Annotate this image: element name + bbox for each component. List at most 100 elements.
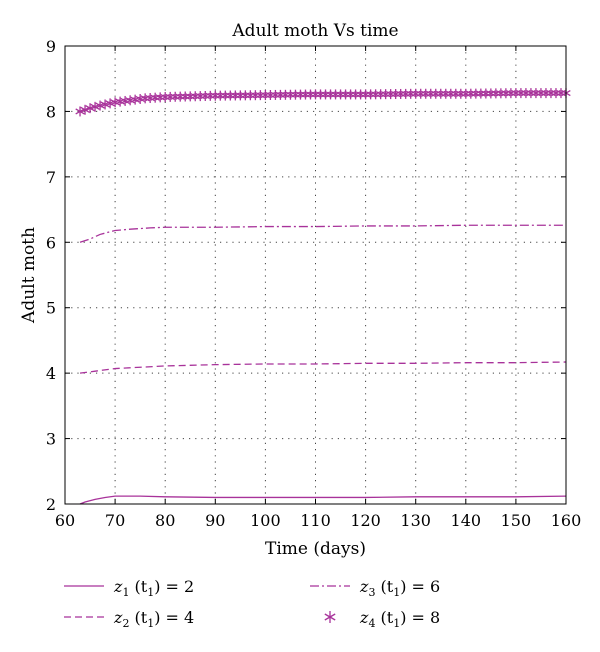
- series-4-point: [220, 90, 230, 101]
- y-tick-label: 7: [46, 168, 56, 187]
- series-4-point: [250, 90, 261, 101]
- series-4-point: [375, 89, 386, 100]
- x-tick-label: 120: [350, 511, 381, 530]
- y-tick-label: 9: [46, 37, 56, 56]
- series-4-point: [541, 88, 551, 99]
- series-4-point: [551, 88, 561, 99]
- series-4-point: [350, 89, 361, 100]
- series-4-point: [481, 88, 491, 99]
- series-4-point: [75, 106, 85, 117]
- x-axis-label: Time (days): [265, 539, 366, 559]
- legend-item: z1 (t1) = 2: [64, 577, 194, 599]
- series-4-point: [265, 90, 276, 101]
- series-4-point: [501, 88, 511, 99]
- series-4-point: [506, 88, 516, 99]
- series-4-point: [260, 90, 271, 101]
- legend-item: z4 (t1) = 8: [324, 608, 440, 630]
- series-4-point: [310, 89, 321, 100]
- series-4-point: [451, 88, 461, 99]
- series-4-point: [360, 89, 371, 100]
- series-4-point: [195, 91, 205, 102]
- x-tick-label: 60: [55, 511, 75, 530]
- grid-layer: [65, 46, 566, 504]
- series-4-point: [496, 88, 506, 99]
- legend-label: z4 (t1) = 8: [359, 608, 440, 630]
- x-tick-label: 110: [300, 511, 331, 530]
- series-4-point: [546, 88, 556, 99]
- series-4-point: [315, 89, 326, 100]
- series-4-point: [155, 92, 165, 103]
- series-4-point: [466, 88, 476, 99]
- y-axis-label: Adult moth: [19, 227, 39, 324]
- series-4-point: [406, 88, 416, 99]
- series-4-point: [210, 90, 220, 101]
- y-tick-label: 2: [46, 495, 56, 514]
- x-tick-label: 150: [501, 511, 532, 530]
- series-4-point: [160, 92, 170, 103]
- series-4-point: [340, 89, 351, 100]
- series-4-point: [411, 88, 421, 99]
- series-4-point: [245, 90, 256, 101]
- series-4-point: [85, 103, 95, 114]
- series-4-point: [275, 89, 286, 100]
- series-4-point: [471, 88, 481, 99]
- series-4-point: [385, 89, 396, 100]
- x-tick-label: 130: [400, 511, 431, 530]
- series-4-point: [380, 89, 391, 100]
- legend-item: z3 (t1) = 6: [310, 577, 440, 599]
- series-4-point: [431, 88, 441, 99]
- series-4-point: [320, 89, 331, 100]
- x-tick-label: 70: [105, 511, 125, 530]
- series-4-point: [170, 91, 180, 102]
- series-4-point: [270, 89, 281, 100]
- series-4-point: [355, 89, 366, 100]
- legend-label: z3 (t1) = 6: [359, 577, 440, 599]
- series-4-point: [365, 89, 376, 100]
- series-4-point: [325, 89, 336, 100]
- series-4-point: [416, 88, 426, 99]
- series-4-point: [90, 101, 100, 112]
- series-4-point: [185, 91, 195, 102]
- series-4-point: [200, 90, 210, 101]
- series-4-point: [180, 91, 190, 102]
- series-4-point: [175, 91, 185, 102]
- x-tick-label: 140: [451, 511, 482, 530]
- series-4-point: [190, 91, 200, 102]
- series-4-point: [446, 88, 456, 99]
- chart-title: Adult moth Vs time: [231, 21, 398, 41]
- series-4-point: [145, 93, 155, 104]
- tick-layer: 60 70 80 90 100 110 120 130 140 150 160 2 3 4 5 6 7 8 9: [46, 37, 581, 530]
- series-4-point: [335, 89, 346, 100]
- series-4-point: [531, 88, 541, 99]
- legend-label: z2 (t1) = 4: [113, 608, 194, 630]
- series-4-point: [396, 88, 406, 99]
- series-2-line: [79, 361, 567, 374]
- x-tick-label: 90: [205, 511, 225, 530]
- y-tick-label: 8: [46, 102, 56, 121]
- legend-item: z2 (t1) = 4: [64, 608, 194, 630]
- series-4-point: [295, 89, 306, 100]
- series-4-point: [285, 89, 296, 100]
- series-4-point: [230, 90, 240, 101]
- legend: z1 (t1) = 2 z2 (t1) = 4 z3 (t1) = 6 z4 (t1)…: [64, 577, 440, 630]
- series-1-line: [79, 495, 567, 505]
- series-4-point: [456, 88, 466, 99]
- series-4-point: [345, 89, 356, 100]
- series-4-point: [300, 89, 311, 100]
- series-4-point: [280, 89, 291, 100]
- series-4-point: [516, 88, 526, 99]
- series-4-point: [521, 88, 531, 99]
- series-4-point: [401, 88, 411, 99]
- legend-swatch: [324, 611, 336, 623]
- series-4-point: [305, 89, 316, 100]
- series-4-point: [165, 91, 175, 102]
- x-tick-label: 80: [155, 511, 175, 530]
- series-layer: [75, 88, 571, 505]
- x-tick-label: 100: [250, 511, 281, 530]
- series-4-point: [526, 88, 536, 99]
- series-4-point: [80, 104, 90, 115]
- series-4-point: [255, 90, 266, 101]
- series-4-point: [391, 89, 401, 100]
